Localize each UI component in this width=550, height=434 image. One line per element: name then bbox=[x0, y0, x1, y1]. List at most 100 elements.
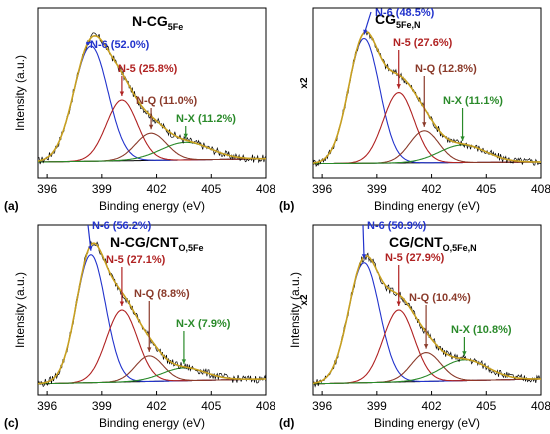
panel-letter: (b) bbox=[279, 199, 294, 213]
x-tick-label: 399 bbox=[367, 182, 387, 196]
peak-arrowhead-n-x bbox=[460, 136, 465, 141]
sample-title-main: CG/CNT bbox=[389, 234, 443, 250]
y-axis-label: Intensity (a.u.) bbox=[13, 55, 27, 131]
peak-label-n-x: N-X (10.8%) bbox=[451, 324, 512, 336]
sample-title-subscript: O,5Fe bbox=[178, 243, 203, 253]
envelope-fit-curve bbox=[313, 30, 541, 164]
peak-label-n-x: N-X (11.1%) bbox=[443, 95, 503, 107]
peak-label-n-q: N-Q (10.4%) bbox=[409, 292, 471, 304]
peak-n-6-curve bbox=[38, 254, 266, 385]
x-tick-label: 408 bbox=[256, 182, 275, 196]
x-tick-label: 402 bbox=[422, 399, 442, 413]
peak-label-n-6: N-6 (56.2%) bbox=[92, 220, 152, 232]
peak-arrowhead-n-q bbox=[422, 122, 427, 127]
peak-label-n-6: N-6 (52.0%) bbox=[90, 39, 150, 51]
plot-frame bbox=[312, 224, 542, 396]
xps-chart-svg: 396 399 402 405 408 Binding energy (eV) Intens… bbox=[4, 7, 275, 213]
sample-title-main: CG bbox=[375, 11, 396, 27]
x-tick-label: 396 bbox=[312, 399, 332, 413]
sample-title-subscript: O,5Fe,N bbox=[443, 243, 477, 253]
sample-title-subscript: 5Fe,N bbox=[396, 20, 421, 30]
peak-arrow-n-6 bbox=[362, 224, 365, 259]
peak-arrowhead-n-6 bbox=[361, 254, 367, 259]
panel-letter: (a) bbox=[4, 199, 19, 213]
envelope-fit-curve bbox=[313, 255, 541, 385]
peak-arrowhead-n-5 bbox=[396, 84, 401, 89]
x-tick-label: 396 bbox=[37, 399, 57, 413]
plot-frame bbox=[312, 7, 542, 179]
plot-frame bbox=[37, 224, 267, 396]
peak-label-n-6: N-6 (48.5%) bbox=[375, 7, 435, 19]
peak-arrowhead-n-6 bbox=[88, 246, 93, 251]
panel-letter: (d) bbox=[279, 416, 294, 430]
peak-n-5-curve bbox=[313, 92, 541, 165]
x-axis-label: Binding energy (eV) bbox=[99, 199, 205, 213]
peak-label-n-q: N-Q (11.0%) bbox=[136, 95, 197, 107]
peak-n-6-curve bbox=[313, 37, 541, 164]
xps-chart-svg: 396 399 402 405 408 Binding energy (eV) x2 (b) C… bbox=[279, 7, 550, 213]
plot-frame bbox=[37, 7, 267, 179]
envelope-fit-curve bbox=[38, 34, 266, 162]
peak-label-n-x: N-X (11.2%) bbox=[176, 113, 236, 125]
x-axis-label: Binding energy (eV) bbox=[99, 416, 205, 430]
sample-title-main: N-CG bbox=[132, 13, 168, 29]
peak-label-n-6: N-6 (50.9%) bbox=[367, 220, 427, 232]
peak-arrowhead-n-5 bbox=[119, 91, 125, 97]
x-axis-label: Binding energy (eV) bbox=[374, 416, 480, 430]
x-tick-label: 405 bbox=[476, 399, 496, 413]
peak-label-n-q: N-Q (8.8%) bbox=[134, 288, 190, 300]
peak-label-n-x: N-X (7.9%) bbox=[176, 318, 231, 330]
peak-arrowhead-n-6 bbox=[363, 29, 368, 35]
x-tick-label: 405 bbox=[201, 182, 221, 196]
envelope-fit-curve bbox=[38, 242, 266, 385]
sample-title-subscript: 5Fe bbox=[168, 22, 184, 32]
x-tick-label: 396 bbox=[312, 182, 332, 196]
peak-label-n-5: N-5 (27.1%) bbox=[106, 254, 166, 266]
x-tick-label: 399 bbox=[92, 399, 112, 413]
peak-arrowhead-n-q bbox=[423, 344, 429, 349]
sample-title-main: N-CG/CNT bbox=[110, 234, 179, 250]
x-tick-label: 408 bbox=[531, 399, 550, 413]
panel-letter: (c) bbox=[4, 416, 19, 430]
y-axis-label: Intensity (a.u.) bbox=[288, 272, 302, 348]
x-tick-label: 402 bbox=[422, 182, 442, 196]
peak-arrowhead-n-x bbox=[183, 133, 188, 139]
x-tick-label: 408 bbox=[531, 182, 550, 196]
xps-panel-d: 396 399 402 405 408 Binding energy (eV) Intens… bbox=[275, 217, 550, 434]
x-tick-label: 399 bbox=[367, 399, 387, 413]
x-tick-label: 402 bbox=[147, 182, 167, 196]
peak-arrowhead-n-x bbox=[462, 351, 467, 356]
peak-label-n-q: N-Q (12.8%) bbox=[415, 63, 477, 75]
x-tick-label: 399 bbox=[92, 182, 112, 196]
sample-title: CG5Fe,N bbox=[375, 11, 421, 30]
x-tick-label: 402 bbox=[147, 399, 167, 413]
x-tick-label: 396 bbox=[37, 182, 57, 196]
scale-factor-label: x2 bbox=[299, 77, 310, 89]
y-axis-label: Intensity (a.u.) bbox=[13, 272, 27, 348]
sample-title: CG/CNTO,5Fe,N bbox=[389, 234, 477, 253]
peak-arrowhead-n-x bbox=[181, 359, 187, 364]
peak-n-5-curve bbox=[38, 309, 266, 385]
xps-panel-b: 396 399 402 405 408 Binding energy (eV) x2 (b) C… bbox=[275, 0, 550, 217]
xps-chart-svg: 396 399 402 405 408 Binding energy (eV) Intens… bbox=[4, 220, 275, 430]
peak-arrowhead-n-5 bbox=[396, 301, 401, 306]
peak-label-n-5: N-5 (27.6%) bbox=[393, 37, 453, 49]
scale-factor-label: x2 bbox=[299, 294, 310, 306]
peak-arrowhead-n-q bbox=[148, 124, 154, 130]
peak-arrowhead-n-6 bbox=[85, 41, 91, 46]
xps-panel-a: 396 399 402 405 408 Binding energy (eV) Intens… bbox=[0, 0, 275, 217]
x-tick-label: 408 bbox=[256, 399, 275, 413]
peak-n-5-curve bbox=[38, 99, 266, 163]
x-axis-label: Binding energy (eV) bbox=[374, 199, 480, 213]
xps-chart-svg: 396 399 402 405 408 Binding energy (eV) Intens… bbox=[279, 220, 550, 430]
x-tick-label: 405 bbox=[201, 399, 221, 413]
xps-panel-c: 396 399 402 405 408 Binding energy (eV) Intens… bbox=[0, 217, 275, 434]
peak-arrowhead-n-5 bbox=[119, 301, 125, 307]
peak-n-q-curve bbox=[38, 132, 266, 163]
sample-title: N-CG5Fe bbox=[132, 13, 183, 32]
peak-label-n-5: N-5 (25.8%) bbox=[118, 63, 178, 75]
peak-label-n-5: N-5 (27.9%) bbox=[385, 252, 445, 264]
peak-arrowhead-n-q bbox=[147, 347, 152, 352]
x-tick-label: 405 bbox=[476, 182, 496, 196]
sample-title: N-CG/CNTO,5Fe bbox=[110, 234, 203, 253]
